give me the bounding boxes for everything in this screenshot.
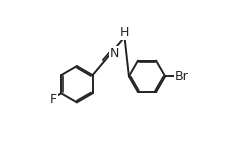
- Text: H: H: [119, 26, 129, 39]
- Text: Br: Br: [175, 70, 189, 83]
- Text: F: F: [50, 93, 57, 106]
- Text: N: N: [110, 47, 119, 60]
